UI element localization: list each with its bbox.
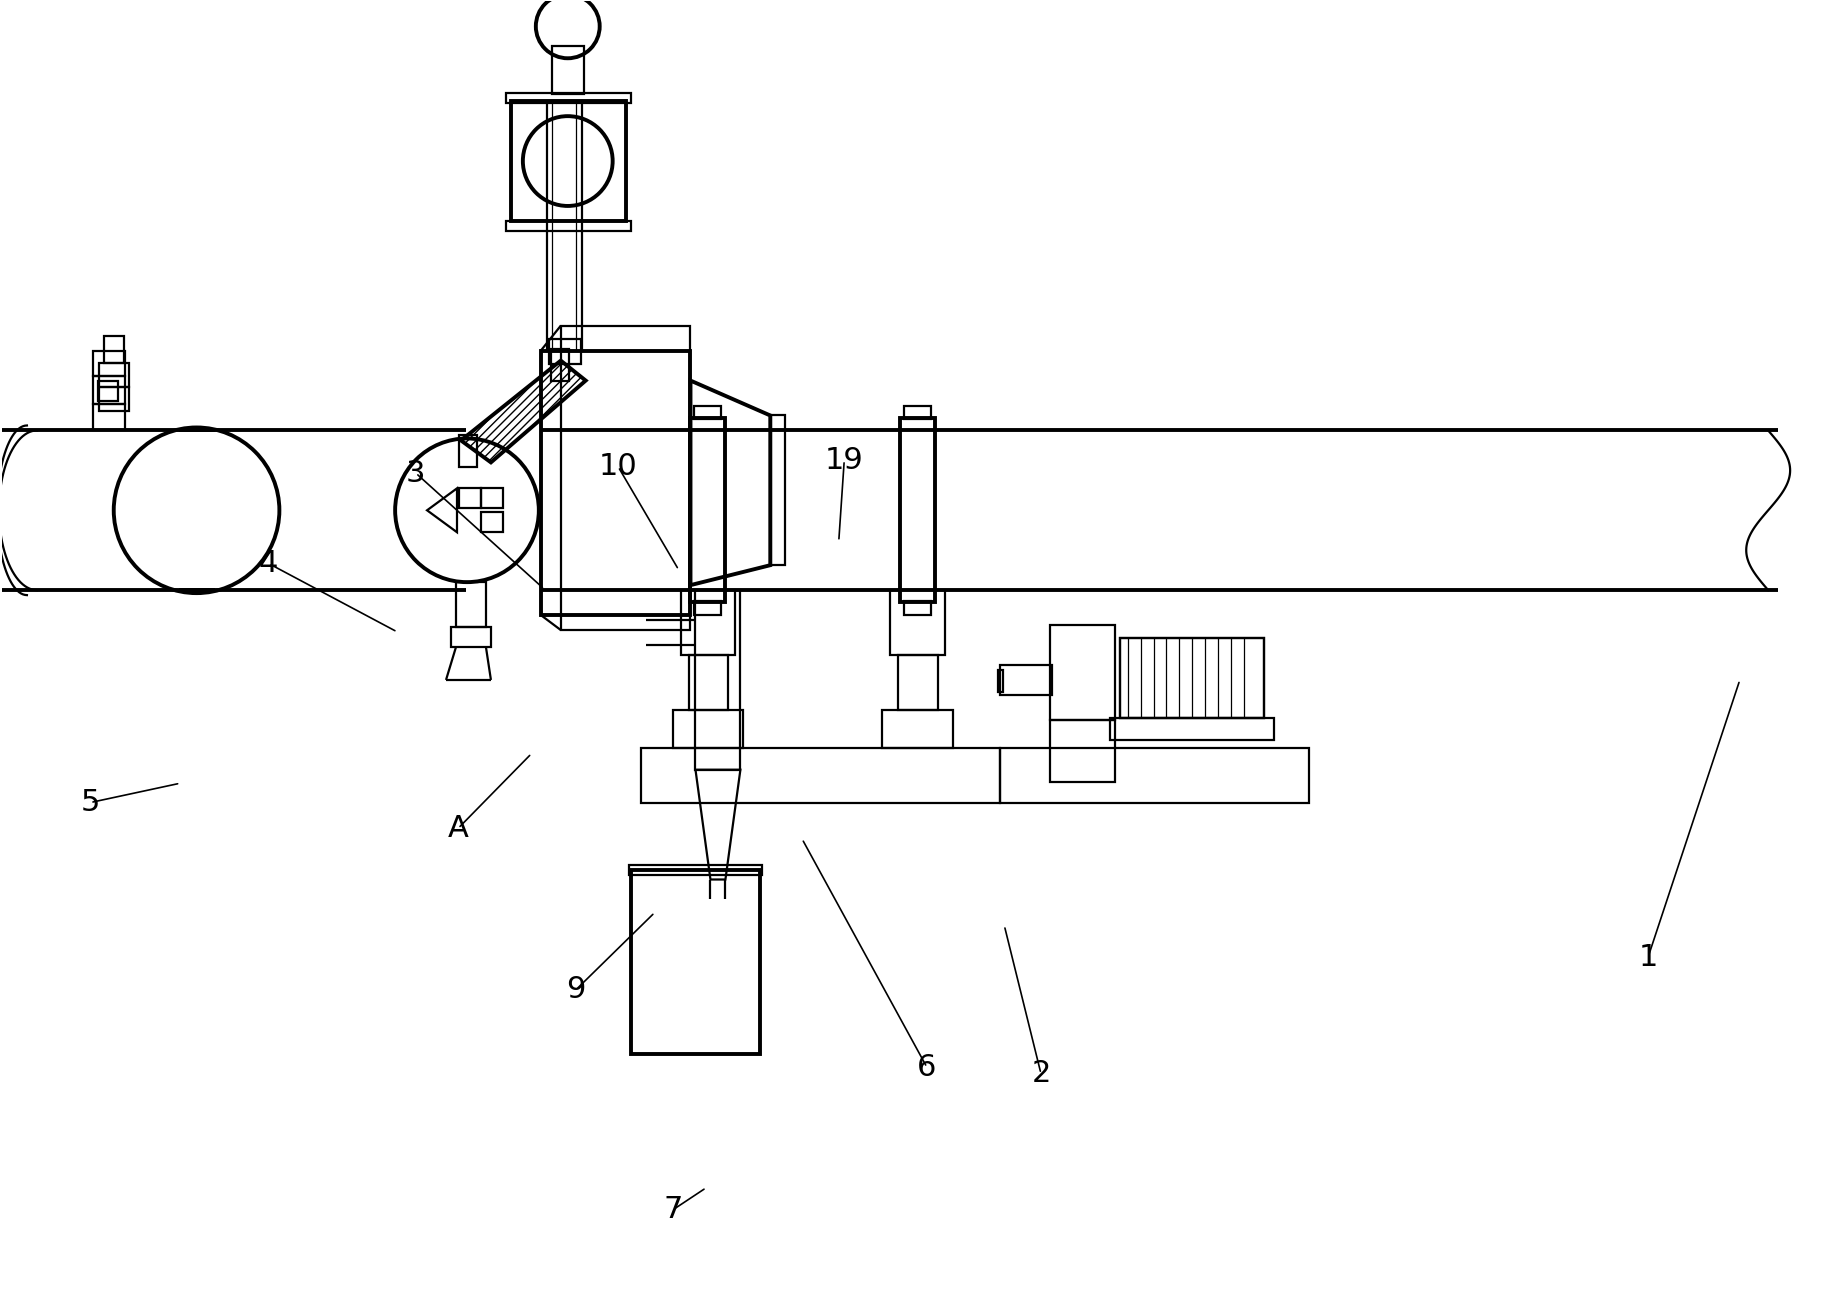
Text: A: A	[448, 815, 468, 843]
Bar	[455, 583, 487, 627]
Bar	[695, 405, 721, 420]
Bar	[689, 655, 728, 710]
Text: 4: 4	[260, 549, 278, 578]
Bar	[890, 591, 945, 655]
Bar	[770, 416, 785, 565]
Text: 9: 9	[566, 975, 586, 1005]
Bar	[1001, 664, 1052, 695]
Bar	[1051, 625, 1115, 720]
Bar	[695, 601, 721, 615]
Bar	[481, 513, 503, 532]
Text: 5: 5	[81, 789, 100, 817]
Text: 19: 19	[826, 445, 864, 475]
Bar	[481, 488, 503, 509]
Bar	[511, 101, 625, 221]
Bar	[883, 710, 953, 747]
Bar	[551, 348, 569, 381]
Bar	[673, 710, 743, 747]
Bar	[898, 655, 938, 710]
Bar	[630, 869, 761, 1054]
Bar	[905, 405, 931, 420]
Bar	[505, 93, 630, 104]
Text: 3: 3	[405, 458, 426, 487]
Bar	[1119, 638, 1264, 717]
Bar	[1001, 747, 1309, 803]
Bar	[628, 865, 763, 874]
Bar	[695, 591, 741, 769]
Bar	[100, 387, 129, 411]
Text: 7: 7	[663, 1195, 684, 1224]
Bar	[1109, 717, 1274, 739]
Bar	[1119, 638, 1264, 717]
Bar	[691, 418, 726, 602]
Text: 6: 6	[918, 1053, 936, 1081]
Text: 2: 2	[1032, 1059, 1051, 1088]
Bar	[641, 747, 1001, 803]
Bar	[540, 351, 691, 615]
Text: 1: 1	[1638, 943, 1657, 973]
Bar	[92, 404, 125, 430]
Bar	[100, 363, 129, 387]
Text: 10: 10	[599, 452, 638, 480]
Bar	[549, 339, 581, 364]
Bar	[505, 221, 630, 231]
Bar	[560, 325, 691, 631]
Bar	[98, 381, 118, 400]
Bar	[452, 627, 490, 648]
Bar	[905, 601, 931, 615]
Bar	[92, 351, 125, 376]
Bar	[680, 591, 735, 655]
Bar	[103, 335, 123, 363]
Bar	[459, 488, 481, 509]
Bar	[997, 670, 1003, 692]
Bar	[1051, 720, 1115, 782]
Bar	[899, 418, 934, 602]
Bar	[92, 376, 125, 404]
Bar	[459, 435, 477, 467]
Bar	[551, 47, 584, 95]
Bar	[547, 101, 582, 351]
